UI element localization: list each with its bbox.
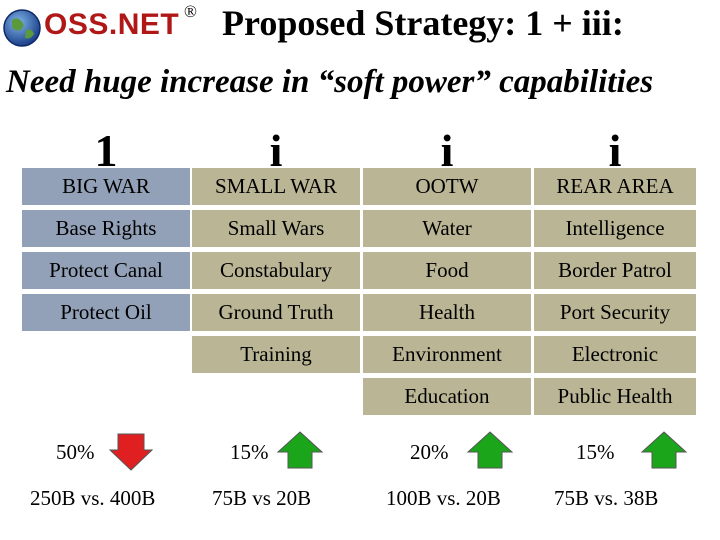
logo-text: OSS.NET (44, 8, 180, 41)
column-1-cost: 250B vs. 400B (30, 486, 156, 510)
column-2-cell: Ground Truth (192, 294, 360, 331)
arrow-up-icon (640, 431, 688, 469)
column-2-percent: 15% (230, 440, 269, 464)
column-3-percent: 20% (410, 440, 449, 464)
column-4-cell: Electronic (534, 336, 696, 373)
arrow-up-icon (276, 431, 324, 469)
globe-icon (3, 9, 41, 47)
column-4-cell: Intelligence (534, 210, 696, 247)
column-1-cell: BIG WAR (22, 168, 190, 205)
slide-subtitle: Need huge increase in “soft power” capab… (6, 64, 654, 100)
slide-title: Proposed Strategy: 1 + iii: (222, 3, 624, 43)
column-2-cost: 75B vs 20B (212, 486, 312, 510)
oss-net-logo: OSS.NET ® (2, 2, 202, 50)
column-1-cell: Protect Canal (22, 252, 190, 289)
column-3-cell: Water (363, 210, 531, 247)
column-4-percent: 15% (576, 440, 615, 464)
column-2-heading: i (269, 125, 283, 176)
column-2-cell: SMALL WAR (192, 168, 360, 205)
column-2-cell: Constabulary (192, 252, 360, 289)
column-3-cell: OOTW (363, 168, 531, 205)
column-4-cell: Port Security (534, 294, 696, 331)
column-3-heading: i (440, 125, 454, 176)
column-3-cost: 100B vs. 20B (386, 486, 501, 510)
arrow-down-icon (108, 433, 154, 471)
column-3-cell: Environment (363, 336, 531, 373)
arrow-up-icon (466, 431, 514, 469)
column-2-cell: Small Wars (192, 210, 360, 247)
column-1-heading: 1 (94, 125, 118, 176)
column-1-cell: Protect Oil (22, 294, 190, 331)
column-4-heading: i (608, 125, 622, 176)
column-3-cell: Health (363, 294, 531, 331)
column-3-cell: Food (363, 252, 531, 289)
column-4-cell: Border Patrol (534, 252, 696, 289)
column-3-cell: Education (363, 378, 531, 415)
column-1-percent: 50% (56, 440, 95, 464)
column-4-cost: 75B vs. 38B (554, 486, 659, 510)
registered-mark: ® (184, 2, 197, 21)
column-4-cell: REAR AREA (534, 168, 696, 205)
column-4-cell: Public Health (534, 378, 696, 415)
column-2-cell: Training (192, 336, 360, 373)
column-1-cell: Base Rights (22, 210, 190, 247)
